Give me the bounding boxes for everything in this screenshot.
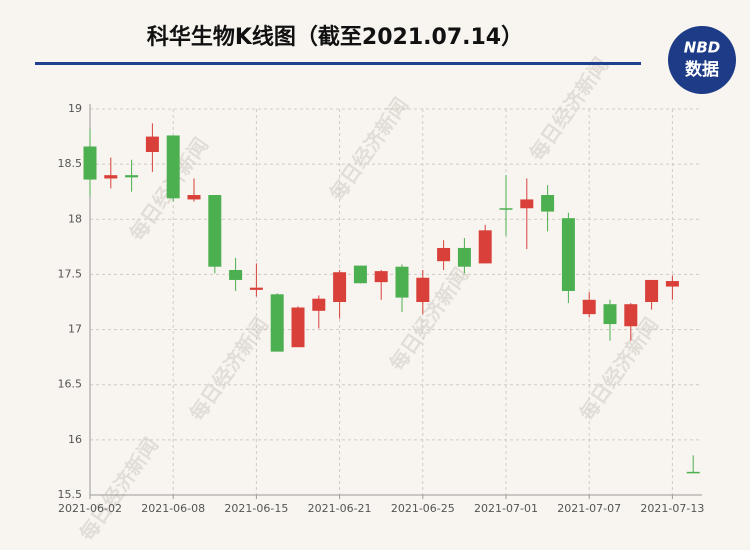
candle-body: [603, 304, 617, 325]
candle-body: [665, 281, 679, 287]
candle-body: [582, 299, 596, 315]
logo-bottom: 数据: [685, 59, 719, 80]
x-tick-label: 2021-06-21: [308, 502, 372, 515]
candle-body: [520, 199, 534, 209]
candle-body: [437, 247, 451, 262]
candle-body: [145, 136, 159, 153]
x-tick-label: 2021-06-25: [391, 502, 455, 515]
candle-body: [561, 218, 575, 291]
x-tick-label: 2021-06-15: [224, 502, 288, 515]
plot: 15.5 16 16.5 17 17.5 18 18.5 19 2021-06-02 2021-0…: [58, 102, 705, 515]
y-tick-label: 17.5: [58, 267, 83, 280]
candle-body: [395, 266, 409, 298]
candle-body: [270, 294, 284, 352]
candle-body: [478, 230, 492, 264]
x-tick-label: 2021-07-13: [640, 502, 704, 515]
candle-body: [229, 270, 243, 280]
candle-body: [541, 195, 555, 212]
x-tick-label: 2021-06-08: [141, 502, 205, 515]
candle-body: [104, 175, 118, 179]
candle-body: [624, 304, 638, 327]
candle-body: [291, 307, 305, 348]
candle-body: [333, 272, 347, 302]
x-tick-label: 2021-07-01: [474, 502, 538, 515]
logo: [668, 26, 736, 94]
candle-body: [208, 195, 222, 267]
y-tick-label: 18.5: [58, 157, 83, 170]
candle-body: [499, 208, 513, 210]
chart-title: 科华生物K线图（截至2021.07.14）: [147, 24, 523, 50]
y-tick-label: 19: [68, 102, 82, 115]
candle-body: [416, 277, 430, 302]
y-tick-label: 17: [68, 323, 82, 336]
y-tick-label: 16.5: [58, 378, 83, 391]
logo-top: NBD: [684, 39, 720, 57]
y-tick-label: 16: [68, 433, 82, 446]
x-tick-label: 2021-06-02: [58, 502, 122, 515]
y-tick-label: 18: [68, 212, 82, 225]
candle-body: [249, 287, 263, 290]
x-tick-label: 2021-07-07: [557, 502, 621, 515]
candle-body: [353, 265, 367, 284]
y-tick-label: 15.5: [58, 488, 83, 501]
candle-body: [187, 195, 201, 200]
candle-body: [166, 135, 180, 199]
candle-body: [125, 175, 139, 178]
candle-body: [374, 271, 388, 283]
candle-body: [83, 146, 97, 180]
candle-body: [645, 279, 659, 302]
candle-body: [457, 247, 471, 267]
candle-body: [312, 298, 326, 311]
title-rule: [35, 62, 641, 65]
candle-body: [686, 471, 700, 474]
